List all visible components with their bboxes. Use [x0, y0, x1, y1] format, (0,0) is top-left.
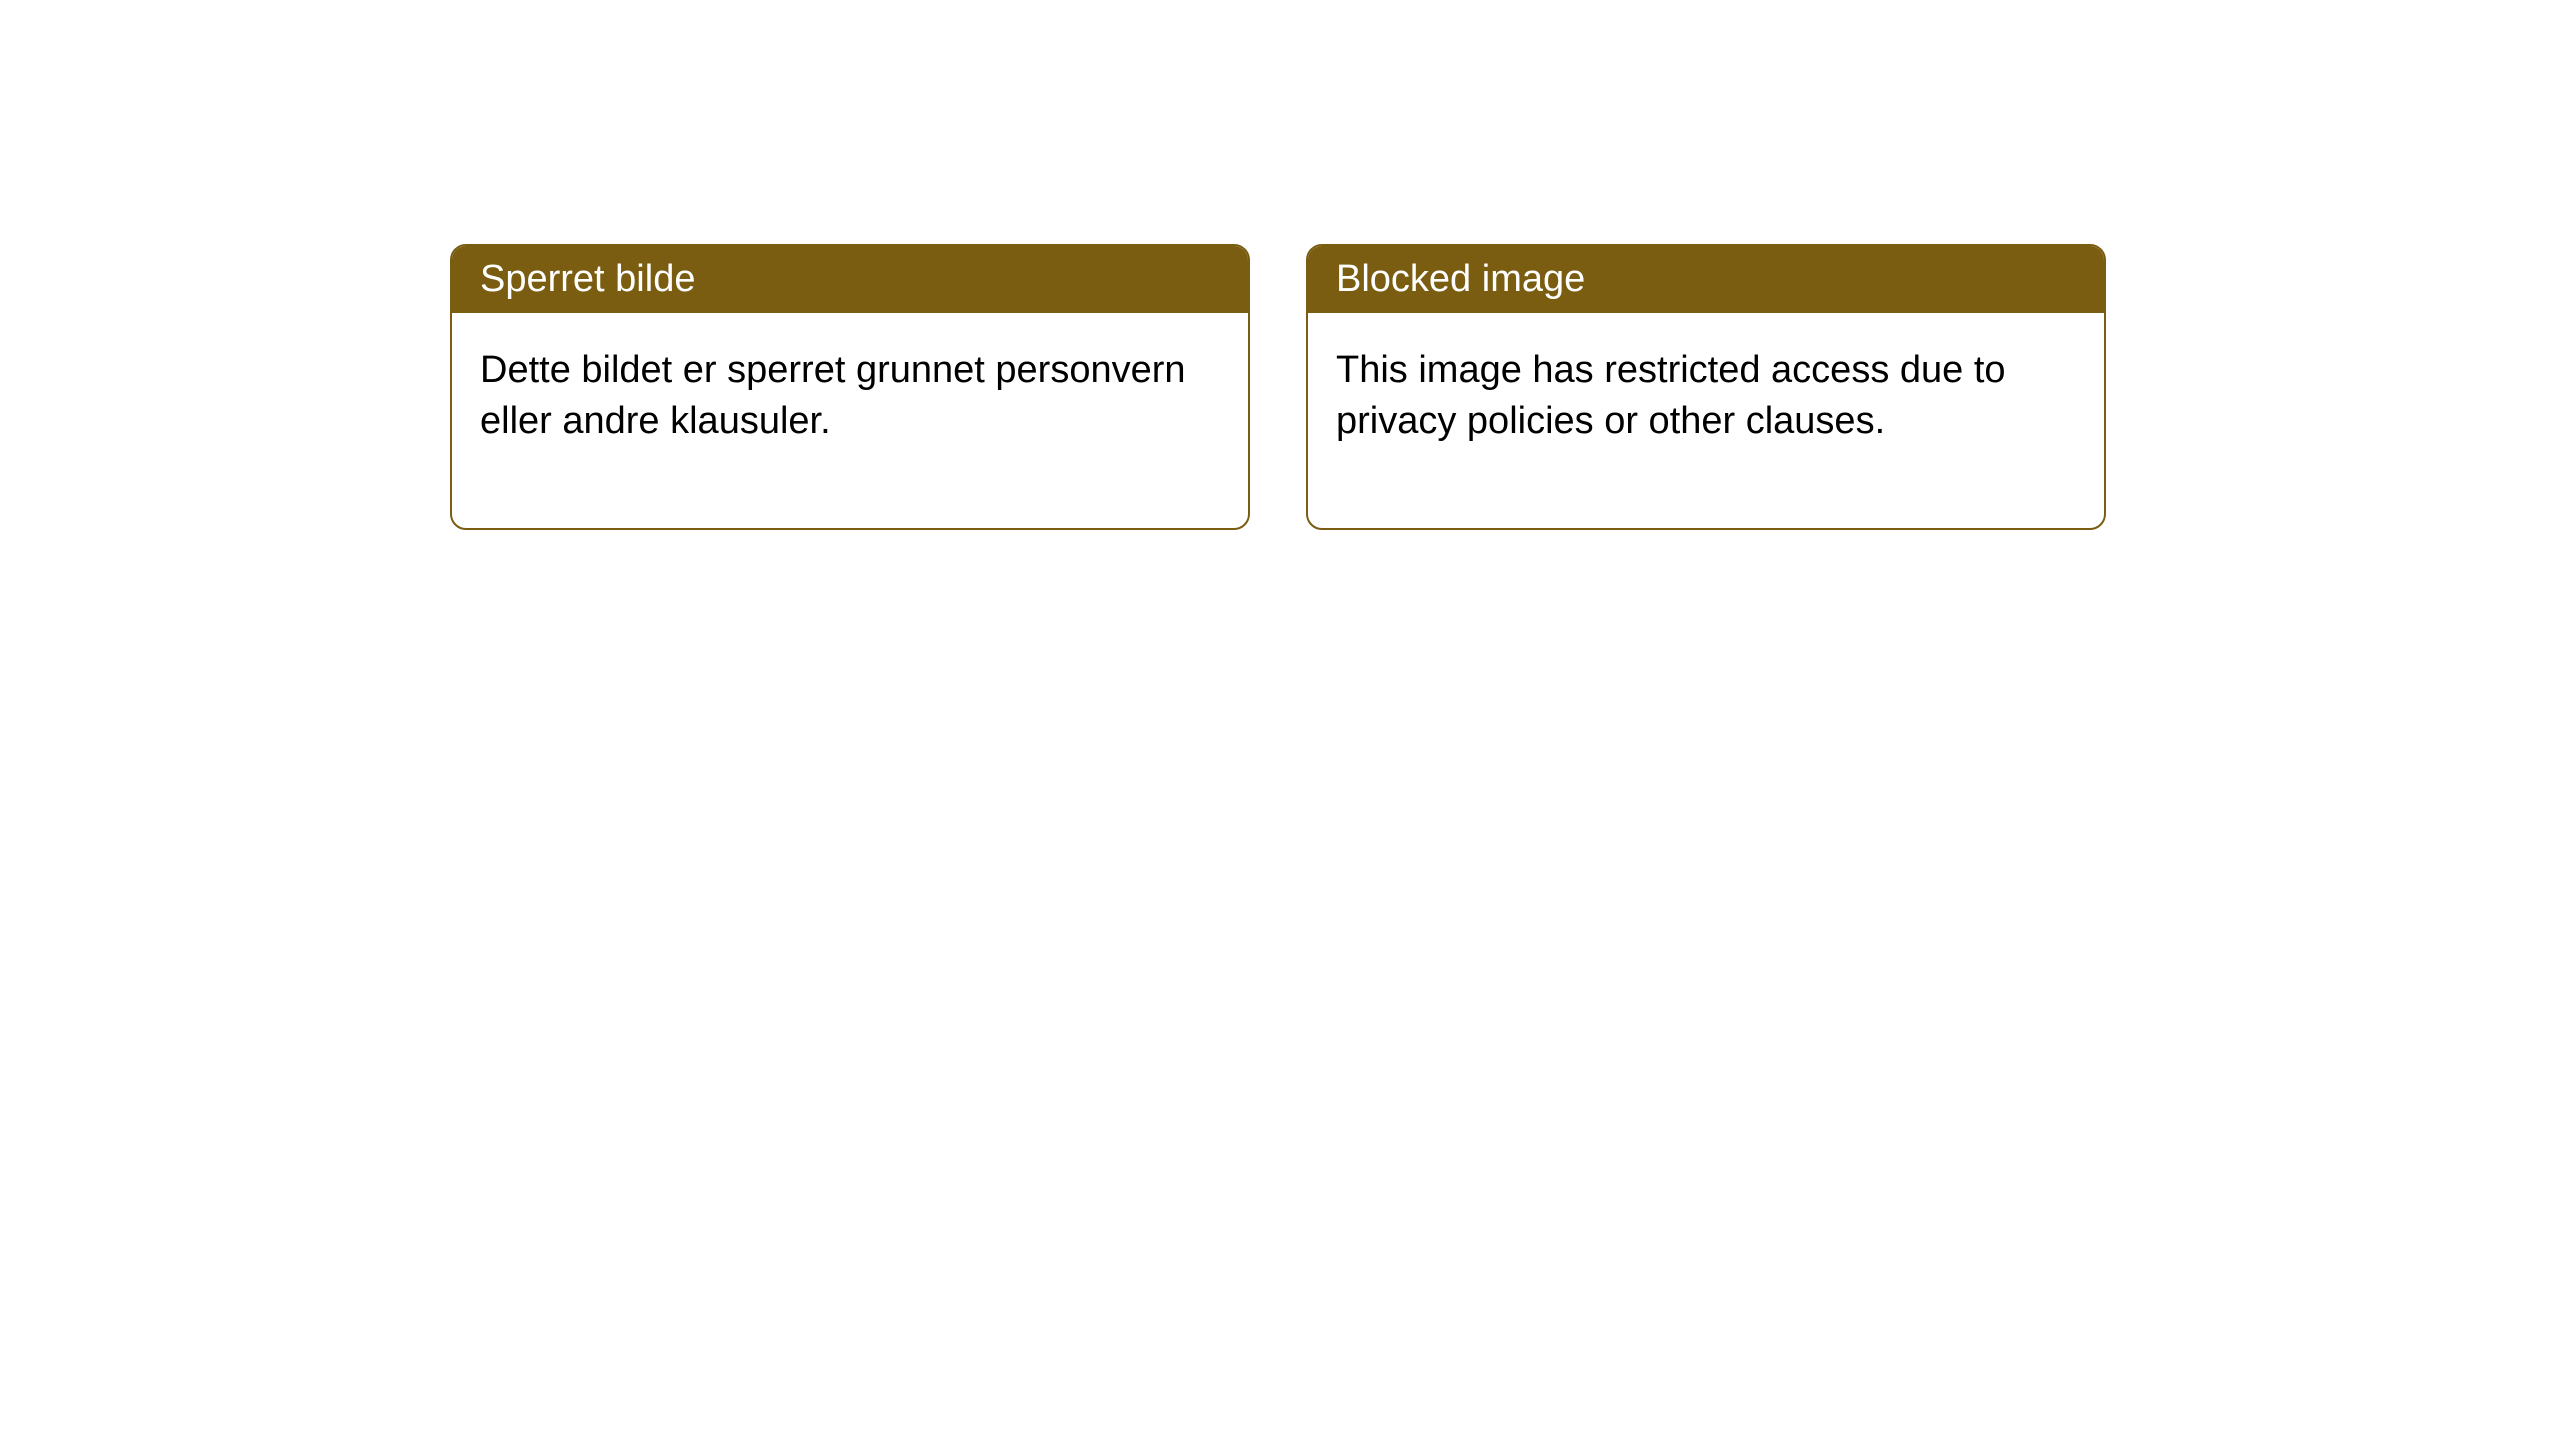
notice-header-no: Sperret bilde	[452, 246, 1248, 313]
notice-body-en: This image has restricted access due to …	[1308, 313, 2104, 528]
notice-container: Sperret bilde Dette bildet er sperret gr…	[450, 244, 2106, 530]
notice-title-en: Blocked image	[1336, 258, 1585, 300]
notice-box-no: Sperret bilde Dette bildet er sperret gr…	[450, 244, 1250, 530]
notice-box-en: Blocked image This image has restricted …	[1306, 244, 2106, 530]
notice-body-no: Dette bildet er sperret grunnet personve…	[452, 313, 1248, 528]
notice-text-en: This image has restricted access due to …	[1336, 349, 2006, 442]
notice-title-no: Sperret bilde	[480, 258, 695, 300]
notice-header-en: Blocked image	[1308, 246, 2104, 313]
notice-text-no: Dette bildet er sperret grunnet personve…	[480, 349, 1186, 442]
